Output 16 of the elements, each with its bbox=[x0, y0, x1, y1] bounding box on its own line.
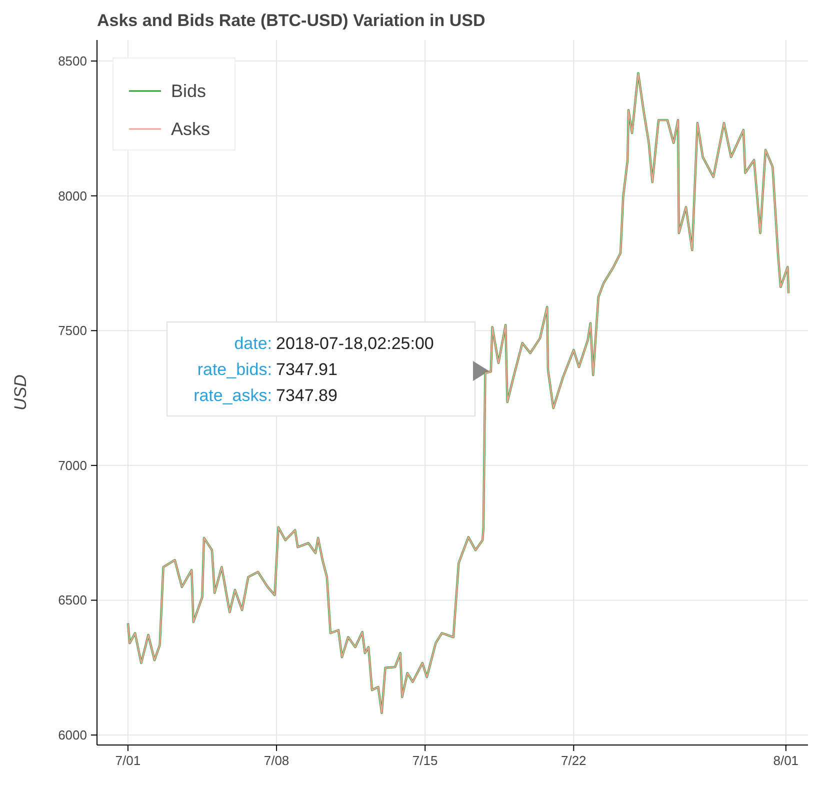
chart-title: Asks and Bids Rate (BTC-USD) Variation in USD bbox=[97, 11, 486, 30]
y-tick-label: 7000 bbox=[58, 458, 87, 473]
y-tick-label: 8000 bbox=[58, 188, 87, 204]
x-tick-label: 7/15 bbox=[412, 753, 438, 768]
y-tick-label: 8500 bbox=[58, 54, 87, 69]
legend-label: Bids bbox=[171, 81, 206, 101]
annotation: date: 2018-07-18,02:25:00 rate_bids: 7347.91 rate_asks: 7347.89 bbox=[194, 334, 434, 405]
x-tick-label: 7/01 bbox=[115, 753, 141, 768]
x-tick-label: 8/01 bbox=[773, 753, 799, 768]
y-axis-title: USD bbox=[11, 374, 30, 410]
y-tick-label: 6000 bbox=[58, 728, 87, 743]
y-tick-label: 6500 bbox=[58, 592, 87, 608]
x-tick-label: 7/08 bbox=[264, 753, 290, 768]
legend-label: Asks bbox=[171, 119, 210, 139]
y-tick-label: 7500 bbox=[58, 323, 87, 338]
x-tick-label: 7/22 bbox=[560, 753, 586, 768]
